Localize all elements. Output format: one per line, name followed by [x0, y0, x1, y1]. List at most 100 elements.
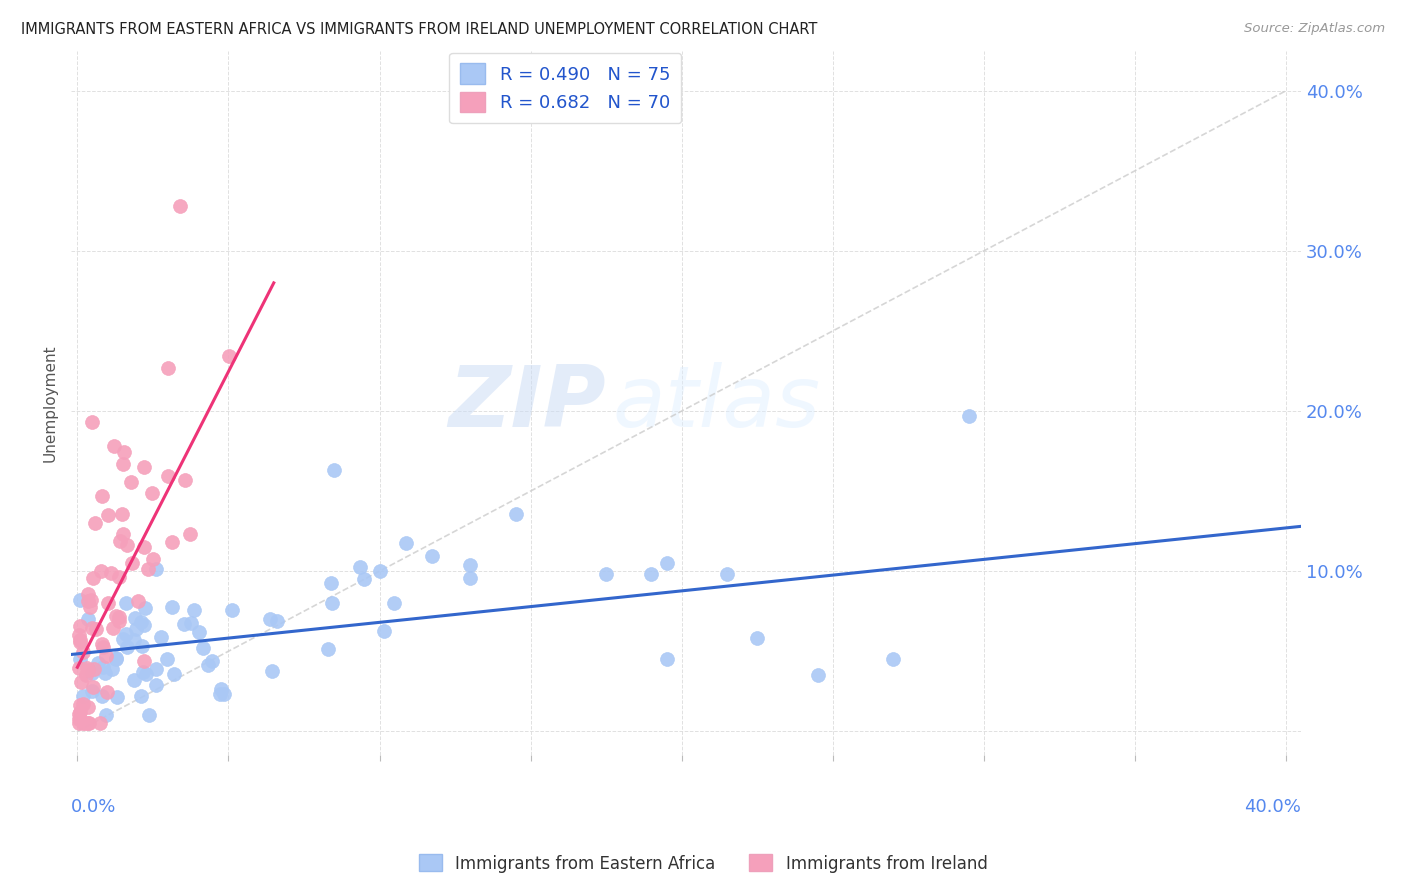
- Point: [94, 708, 117, 723]
- Point: [135, 667, 157, 681]
- Point: [957, 409, 980, 423]
- Point: [80, 593, 103, 607]
- Point: [132, 460, 155, 475]
- Point: [747, 632, 769, 646]
- Point: [83, 662, 105, 676]
- Point: [89, 716, 111, 731]
- Point: [141, 486, 163, 500]
- Point: [87, 656, 110, 670]
- Point: [67, 661, 90, 675]
- Point: [353, 572, 375, 586]
- Point: [458, 558, 481, 572]
- Point: [209, 682, 232, 697]
- Point: [193, 641, 215, 656]
- Point: [72, 716, 94, 731]
- Point: [82, 415, 104, 429]
- Point: [201, 654, 224, 668]
- Point: [67, 712, 90, 726]
- Point: [69, 652, 91, 666]
- Point: [76, 594, 98, 608]
- Point: [114, 596, 136, 610]
- Point: [82, 666, 104, 681]
- Point: [70, 675, 93, 690]
- Point: [132, 617, 155, 632]
- Point: [96, 685, 118, 699]
- Point: [373, 624, 395, 639]
- Point: [259, 612, 281, 626]
- Point: [162, 600, 184, 615]
- Point: [212, 688, 235, 702]
- Point: [111, 457, 134, 471]
- Point: [807, 668, 830, 682]
- Point: [180, 616, 202, 631]
- Point: [136, 562, 159, 576]
- Text: 40.0%: 40.0%: [1244, 797, 1301, 815]
- Point: [321, 596, 343, 610]
- Point: [262, 665, 284, 679]
- Point: [145, 662, 167, 676]
- Point: [105, 652, 128, 666]
- Legend: Immigrants from Eastern Africa, Immigrants from Ireland: Immigrants from Eastern Africa, Immigran…: [412, 847, 994, 880]
- Point: [111, 507, 134, 521]
- Point: [266, 615, 288, 629]
- Point: [76, 661, 98, 675]
- Point: [138, 708, 160, 723]
- Point: [716, 567, 738, 582]
- Point: [72, 690, 94, 704]
- Point: [112, 445, 135, 459]
- Point: [132, 654, 155, 668]
- Point: [69, 592, 91, 607]
- Point: [103, 439, 125, 453]
- Point: [91, 640, 114, 654]
- Point: [316, 642, 339, 657]
- Point: [77, 716, 100, 731]
- Point: [107, 610, 129, 624]
- Point: [115, 627, 138, 641]
- Point: [90, 489, 112, 503]
- Point: [150, 631, 173, 645]
- Point: [112, 632, 135, 646]
- Text: Source: ZipAtlas.com: Source: ZipAtlas.com: [1244, 22, 1385, 36]
- Point: [197, 658, 219, 673]
- Point: [384, 596, 406, 610]
- Point: [105, 608, 128, 623]
- Point: [69, 619, 91, 633]
- Point: [80, 621, 103, 635]
- Point: [82, 684, 104, 698]
- Point: [75, 668, 97, 682]
- Point: [349, 560, 371, 574]
- Point: [124, 611, 146, 625]
- Point: [79, 600, 101, 615]
- Point: [77, 587, 100, 601]
- Point: [108, 570, 131, 584]
- Point: [187, 624, 209, 639]
- Point: [94, 666, 117, 681]
- Point: [69, 633, 91, 648]
- Point: [97, 596, 120, 610]
- Point: [319, 576, 342, 591]
- Point: [160, 534, 183, 549]
- Point: [122, 673, 145, 687]
- Text: ZIP: ZIP: [449, 361, 606, 444]
- Point: [110, 534, 132, 549]
- Point: [97, 508, 120, 522]
- Point: [163, 666, 186, 681]
- Point: [100, 662, 122, 676]
- Point: [107, 615, 129, 629]
- Point: [145, 562, 167, 576]
- Point: [103, 622, 125, 636]
- Point: [84, 622, 107, 636]
- Point: [67, 706, 90, 721]
- Point: [173, 616, 195, 631]
- Point: [595, 567, 617, 582]
- Point: [882, 652, 904, 666]
- Point: [115, 538, 138, 552]
- Point: [209, 687, 232, 701]
- Point: [120, 475, 142, 490]
- Point: [82, 680, 104, 694]
- Point: [82, 571, 104, 585]
- Point: [69, 698, 91, 712]
- Point: [395, 536, 418, 550]
- Point: [179, 526, 201, 541]
- Point: [458, 571, 481, 585]
